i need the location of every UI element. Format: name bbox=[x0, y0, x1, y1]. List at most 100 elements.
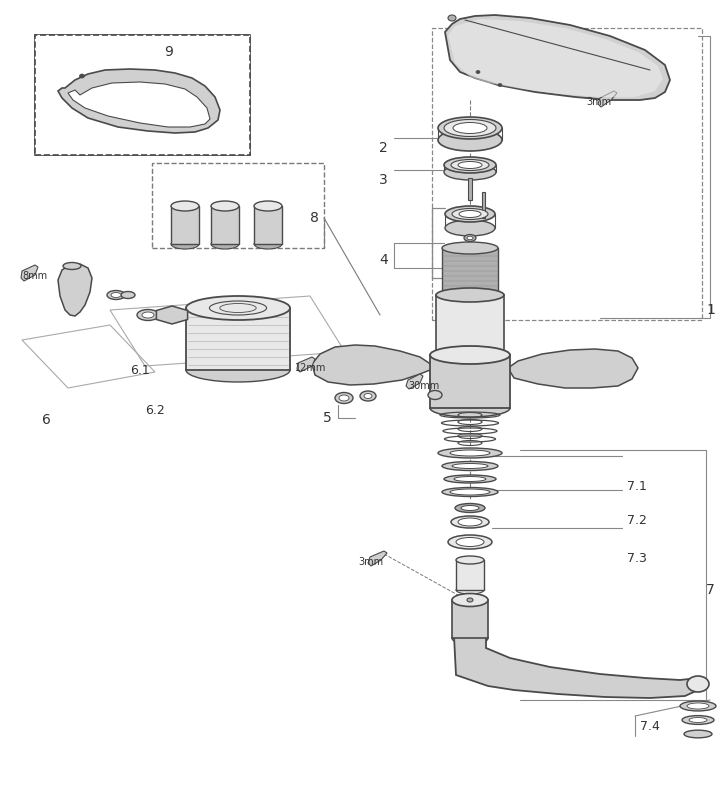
Ellipse shape bbox=[444, 164, 496, 180]
Polygon shape bbox=[58, 69, 220, 133]
Polygon shape bbox=[598, 91, 617, 107]
Ellipse shape bbox=[454, 477, 486, 482]
Ellipse shape bbox=[442, 242, 498, 254]
Text: 8mm: 8mm bbox=[22, 271, 47, 281]
Text: 5: 5 bbox=[323, 411, 332, 425]
Ellipse shape bbox=[211, 239, 239, 249]
Ellipse shape bbox=[456, 556, 484, 564]
Text: 1: 1 bbox=[706, 303, 715, 317]
Ellipse shape bbox=[476, 70, 480, 74]
Polygon shape bbox=[482, 192, 485, 218]
Text: 6: 6 bbox=[42, 413, 51, 427]
Text: 4: 4 bbox=[379, 253, 388, 267]
Polygon shape bbox=[58, 264, 92, 316]
Ellipse shape bbox=[682, 715, 714, 725]
Bar bbox=[432, 28, 702, 320]
Ellipse shape bbox=[63, 262, 81, 270]
Ellipse shape bbox=[442, 289, 498, 301]
Ellipse shape bbox=[186, 296, 290, 320]
Ellipse shape bbox=[444, 119, 496, 137]
Ellipse shape bbox=[364, 394, 372, 398]
Ellipse shape bbox=[467, 598, 473, 602]
Ellipse shape bbox=[438, 117, 502, 139]
Text: 6.1: 6.1 bbox=[130, 363, 150, 377]
Ellipse shape bbox=[452, 209, 488, 219]
Ellipse shape bbox=[684, 730, 712, 738]
Text: 7.3: 7.3 bbox=[627, 551, 647, 565]
Ellipse shape bbox=[445, 220, 495, 236]
Ellipse shape bbox=[456, 586, 484, 594]
Bar bbox=[442, 248, 498, 295]
Bar bbox=[186, 308, 290, 370]
Text: 30mm: 30mm bbox=[408, 381, 439, 391]
Ellipse shape bbox=[111, 293, 121, 298]
Ellipse shape bbox=[450, 489, 490, 495]
Ellipse shape bbox=[455, 503, 485, 513]
Text: 9: 9 bbox=[164, 45, 173, 59]
Polygon shape bbox=[445, 15, 670, 100]
Ellipse shape bbox=[458, 518, 482, 526]
Ellipse shape bbox=[79, 74, 84, 78]
Ellipse shape bbox=[430, 399, 510, 417]
Polygon shape bbox=[68, 82, 210, 127]
Bar bbox=[35, 35, 250, 155]
Bar bbox=[152, 163, 324, 248]
Ellipse shape bbox=[461, 506, 479, 510]
Ellipse shape bbox=[442, 462, 498, 470]
Ellipse shape bbox=[438, 129, 502, 151]
Ellipse shape bbox=[360, 391, 376, 401]
Ellipse shape bbox=[339, 395, 349, 401]
Ellipse shape bbox=[456, 538, 484, 546]
Text: 7.1: 7.1 bbox=[627, 479, 647, 493]
Polygon shape bbox=[508, 349, 638, 388]
Bar bbox=[35, 35, 250, 155]
Text: 3mm: 3mm bbox=[586, 97, 611, 107]
Ellipse shape bbox=[254, 201, 282, 211]
Ellipse shape bbox=[689, 718, 707, 722]
Text: 2: 2 bbox=[379, 141, 388, 155]
Ellipse shape bbox=[453, 122, 487, 134]
Bar bbox=[254, 206, 282, 244]
Ellipse shape bbox=[680, 701, 716, 711]
Ellipse shape bbox=[451, 516, 489, 528]
Ellipse shape bbox=[121, 291, 135, 298]
Ellipse shape bbox=[450, 450, 490, 456]
Ellipse shape bbox=[687, 676, 709, 692]
Ellipse shape bbox=[186, 358, 290, 382]
Ellipse shape bbox=[467, 236, 473, 240]
Ellipse shape bbox=[442, 487, 498, 497]
Text: 7.4: 7.4 bbox=[640, 719, 660, 733]
Bar bbox=[211, 206, 239, 244]
Text: 6.2: 6.2 bbox=[145, 403, 165, 417]
Ellipse shape bbox=[444, 475, 496, 483]
Ellipse shape bbox=[171, 201, 199, 211]
Text: 7: 7 bbox=[706, 583, 715, 597]
Ellipse shape bbox=[687, 703, 709, 709]
Ellipse shape bbox=[211, 201, 239, 211]
Polygon shape bbox=[297, 357, 315, 372]
Text: 12mm: 12mm bbox=[295, 363, 327, 373]
Polygon shape bbox=[312, 345, 432, 385]
Ellipse shape bbox=[451, 159, 489, 170]
Ellipse shape bbox=[436, 288, 504, 302]
Ellipse shape bbox=[464, 234, 476, 242]
Ellipse shape bbox=[428, 390, 442, 399]
Ellipse shape bbox=[452, 594, 488, 606]
Text: 8: 8 bbox=[310, 211, 319, 225]
Bar bbox=[436, 295, 504, 355]
Ellipse shape bbox=[438, 448, 502, 458]
Ellipse shape bbox=[107, 290, 125, 299]
Bar bbox=[171, 206, 199, 244]
Ellipse shape bbox=[448, 15, 456, 21]
Ellipse shape bbox=[459, 210, 481, 218]
Ellipse shape bbox=[171, 239, 199, 249]
Bar bbox=[430, 355, 510, 408]
Polygon shape bbox=[21, 265, 38, 281]
Polygon shape bbox=[448, 19, 663, 97]
Text: 7.2: 7.2 bbox=[627, 514, 647, 526]
Ellipse shape bbox=[445, 206, 495, 222]
Ellipse shape bbox=[436, 348, 504, 362]
Polygon shape bbox=[156, 306, 187, 324]
Polygon shape bbox=[452, 600, 488, 638]
Ellipse shape bbox=[452, 631, 488, 645]
